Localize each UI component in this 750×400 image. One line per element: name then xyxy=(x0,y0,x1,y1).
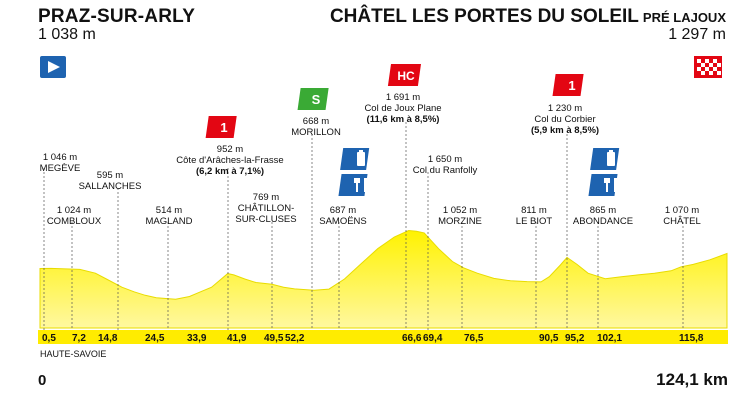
finish-flag-icon xyxy=(694,56,722,78)
waypoint-altitude: 595 m xyxy=(97,170,123,181)
waypoint-altitude: 1 691 m xyxy=(386,92,420,103)
waypoint-name: MORZINE xyxy=(438,216,482,227)
finish-town-name: CHÂTEL LES PORTES DU SOLEIL PRÉ LAJOUX xyxy=(330,6,726,28)
waypoint-altitude: 1 024 m xyxy=(57,205,91,216)
water-bottle-icon xyxy=(340,148,370,170)
waypoint-name: SALLANCHES xyxy=(79,181,142,192)
climb-detail: (11,6 km à 8,5%) xyxy=(367,114,440,125)
waypoint-altitude: 1 046 m xyxy=(43,152,77,163)
km-marker-label: 66,6 xyxy=(402,333,422,344)
finish-town-subname: PRÉ LAJOUX xyxy=(642,10,726,25)
km-marker-label: 115,8 xyxy=(679,333,704,344)
distance-total-label: 124,1 km xyxy=(656,370,728,389)
waypoint-name: Col de Joux Plane xyxy=(364,103,441,114)
km-marker-label: 49,5 xyxy=(264,333,284,344)
km-marker-label: 7,2 xyxy=(72,333,86,344)
waypoint-altitude: 811 m xyxy=(521,205,547,216)
waypoint-name: ABONDANCE xyxy=(573,216,633,227)
waypoint-altitude: 865 m xyxy=(590,205,616,216)
svg-text:S: S xyxy=(312,92,321,107)
waypoint-altitude: 1 230 m xyxy=(548,103,582,114)
finish-altitude: 1 297 m xyxy=(668,26,726,43)
waypoint-altitude: 514 m xyxy=(156,205,182,216)
km-marker-label: 14,8 xyxy=(98,333,118,344)
waypoint-name: Col du Corbier xyxy=(534,114,595,125)
start-flag-icon xyxy=(40,56,66,78)
svg-text:1: 1 xyxy=(220,120,227,135)
km-marker-label: 90,5 xyxy=(539,333,559,344)
climb-badge-hc-joux-plane: HC xyxy=(387,64,422,86)
food-fork-knife-icon xyxy=(338,174,368,196)
svg-text:HC: HC xyxy=(397,69,415,83)
food-fork-knife-icon xyxy=(588,174,618,196)
km-marker-label: 52,2 xyxy=(285,333,305,344)
sprint-badge-morillon: S xyxy=(297,88,329,110)
start-altitude: 1 038 m xyxy=(38,26,96,43)
waypoint-name: MAGLAND xyxy=(146,216,193,227)
climb-badge-cat1-corbier: 1 xyxy=(552,74,584,96)
km-marker-label: 0,5 xyxy=(42,333,56,344)
climb-detail: (5,9 km à 8,5%) xyxy=(531,125,599,136)
km-marker-label: 69,4 xyxy=(423,333,443,344)
waypoint-name: MORILLON xyxy=(291,127,341,138)
waypoint-name: SAMOËNS xyxy=(319,216,367,227)
climb-detail: (6,2 km à 7,1%) xyxy=(196,166,264,177)
distance-axis-bar xyxy=(38,330,728,344)
waypoint-altitude: 1 052 m xyxy=(443,205,477,216)
distance-start-label: 0 xyxy=(38,372,47,389)
waypoint-name: MEGÈVE xyxy=(40,163,81,174)
waypoint-name: Côte d'Arâches-la-Frasse xyxy=(176,155,283,166)
km-marker-label: 102,1 xyxy=(597,333,622,344)
km-marker-label: 41,9 xyxy=(227,333,247,344)
waypoint-name: CHÂTEL xyxy=(663,216,700,227)
region-label: HAUTE-SAVOIE xyxy=(40,349,107,359)
climb-badge-cat1-araches: 1 xyxy=(205,116,237,138)
svg-text:1: 1 xyxy=(568,78,575,93)
waypoint-name-line2: SUR-CLUSES xyxy=(235,214,296,225)
waypoint-name: LE BIOT xyxy=(516,216,553,227)
km-marker-label: 76,5 xyxy=(464,333,484,344)
waypoint-altitude: 769 m xyxy=(253,192,279,203)
waypoint-name: COMBLOUX xyxy=(47,216,102,227)
start-town-name: PRAZ-SUR-ARLY xyxy=(38,6,196,27)
waypoint-name: Col du Ranfolly xyxy=(413,165,478,176)
finish-town-main: CHÂTEL LES PORTES DU SOLEIL xyxy=(329,6,639,27)
waypoint-altitude: 952 m xyxy=(217,144,243,155)
waypoint-altitude: 687 m xyxy=(330,205,356,216)
km-marker-label: 33,9 xyxy=(187,333,207,344)
waypoint-altitude: 1 070 m xyxy=(665,205,699,216)
km-marker-label: 24,5 xyxy=(145,333,165,344)
waypoint-altitude: 1 650 m xyxy=(428,154,462,165)
elevation-profile-area xyxy=(39,229,728,329)
water-bottle-icon xyxy=(590,148,620,170)
waypoint-altitude: 668 m xyxy=(303,116,329,127)
km-marker-label: 95,2 xyxy=(565,333,585,344)
waypoint-name: CHÂTILLON- xyxy=(238,203,294,214)
